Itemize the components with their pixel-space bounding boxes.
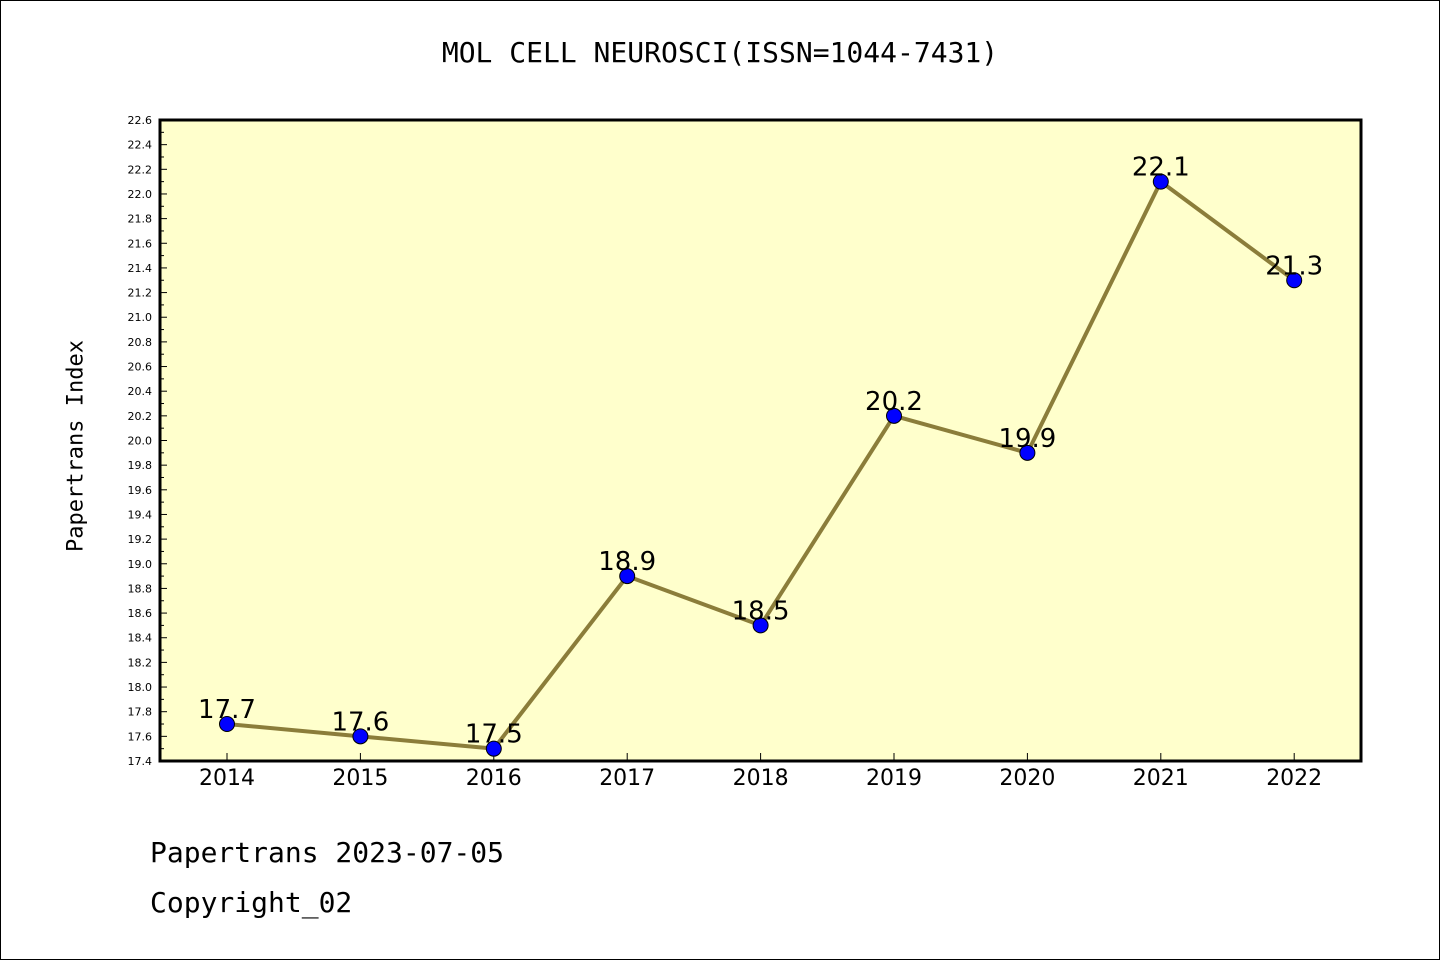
x-tick-label: 2015 <box>332 766 388 791</box>
data-point <box>619 568 636 585</box>
y-tick-label: 19.2 <box>128 533 153 546</box>
y-tick-label: 17.4 <box>128 755 153 768</box>
y-tick-label: 20.6 <box>128 361 153 374</box>
data-point <box>1019 444 1036 461</box>
x-tick-label: 2022 <box>1266 766 1322 791</box>
data-label: 21.3 <box>1265 251 1323 281</box>
data-point <box>886 407 902 424</box>
data-label: 17.5 <box>465 720 523 750</box>
x-tick-label: 2017 <box>599 766 655 791</box>
footer-copyright: Copyright_02 <box>150 886 353 919</box>
plot-border <box>158 118 1363 763</box>
x-tick-label: 2019 <box>866 766 922 791</box>
x-tick-label: 2014 <box>199 766 255 791</box>
x-tick-label: 2016 <box>466 766 522 791</box>
y-tick-label: 21.2 <box>128 287 153 300</box>
y-tick-label: 18.2 <box>128 656 153 669</box>
y-tick-label: 18.0 <box>128 681 153 694</box>
data-markers <box>219 173 1303 757</box>
y-tick-label: 19.0 <box>128 558 153 571</box>
chart-title: MOL CELL NEUROSCI(ISSN=1044-7431) <box>441 36 999 69</box>
data-label: 17.6 <box>331 707 389 737</box>
data-point <box>485 740 502 757</box>
y-tick-label: 22.4 <box>128 139 153 152</box>
y-tick-label: 21.0 <box>128 311 153 324</box>
footer-date: Papertrans 2023-07-05 <box>150 836 505 869</box>
y-tick-label: 19.8 <box>128 459 153 472</box>
y-tick-label: 19.4 <box>128 508 153 521</box>
x-axis-ticks: 2014 2015 2016 2017 2018 2019 2020 2021 2022 <box>199 753 1322 791</box>
data-label: 18.9 <box>598 547 656 577</box>
y-tick-label: 20.2 <box>128 410 153 423</box>
data-label: 19.9 <box>998 424 1056 454</box>
y-tick-label: 22.0 <box>128 188 153 201</box>
data-point <box>1152 173 1169 190</box>
data-labels: 17.7 17.6 17.5 18.9 18.5 20.2 19.9 22.1 21.3 <box>198 153 1323 750</box>
x-tick-label: 2021 <box>1133 766 1189 791</box>
y-tick-label: 18.6 <box>128 607 153 620</box>
data-point <box>752 617 769 634</box>
data-label: 22.1 <box>1132 153 1190 183</box>
y-tick-label: 20.8 <box>128 336 153 349</box>
data-point <box>352 728 369 745</box>
y-tick-label: 19.6 <box>128 484 153 497</box>
y-tick-label: 20.4 <box>128 385 153 398</box>
plot-area <box>160 120 1361 761</box>
y-tick-label: 17.6 <box>128 730 153 743</box>
y-tick-label: 22.6 <box>128 114 153 127</box>
y-tick-label: 18.8 <box>128 582 153 595</box>
y-axis-ticks: 17.4 17.6 17.8 18.0 18.2 18.4 18.6 18.8 19.0 19.2… <box>128 114 167 768</box>
y-tick-label: 18.4 <box>128 632 153 645</box>
x-tick-label: 2018 <box>733 766 789 791</box>
data-label: 20.2 <box>865 387 923 417</box>
y-tick-label: 21.6 <box>128 237 153 250</box>
y-tick-label: 17.8 <box>128 706 153 719</box>
y-tick-label: 21.4 <box>128 262 153 275</box>
y-tick-label: 20.0 <box>128 435 153 448</box>
y-tick-label: 21.8 <box>128 213 153 226</box>
data-label: 17.7 <box>198 695 256 725</box>
data-point <box>1286 272 1303 289</box>
y-tick-label: 22.2 <box>128 163 153 176</box>
x-tick-label: 2020 <box>999 766 1055 791</box>
data-label: 18.5 <box>732 596 790 626</box>
data-point <box>219 716 235 733</box>
